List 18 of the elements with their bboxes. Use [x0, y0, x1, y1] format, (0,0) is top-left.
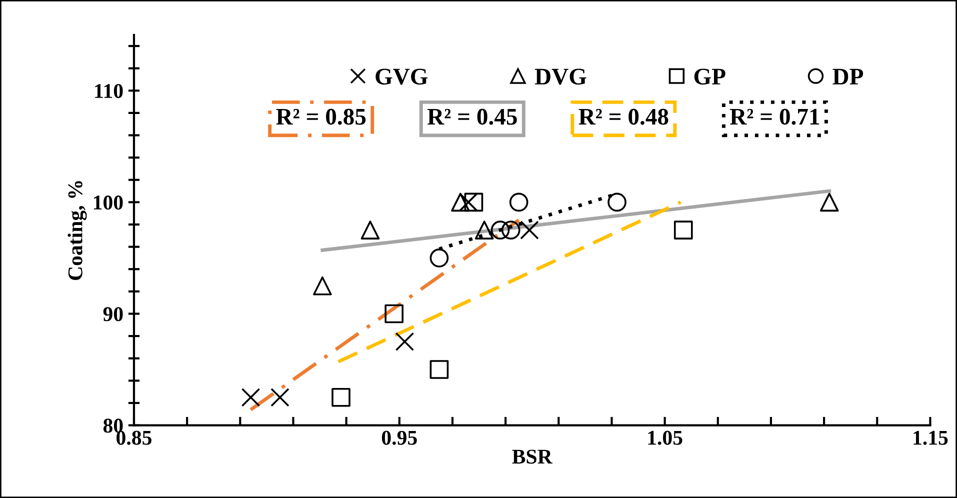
- x-tick-label: 0.95: [382, 430, 417, 445]
- y-tick-label: 110: [95, 84, 123, 98]
- y-tick-label: 80: [103, 418, 123, 433]
- legend-label: GP: [694, 68, 726, 85]
- legend-label: DP: [832, 68, 864, 84]
- y-tick-label: 90: [103, 307, 123, 322]
- x-tick-label: 1.05: [648, 430, 682, 445]
- legend-label: DVG: [534, 68, 586, 85]
- annotation: R² = 0.85: [276, 108, 366, 125]
- legend-label: GVG: [376, 68, 428, 85]
- y-axis-title: Coating, %: [68, 181, 87, 280]
- x-tick-label: 0.85: [116, 430, 152, 445]
- y-tick-label: 100: [94, 196, 123, 210]
- x-axis-title: BSR: [512, 450, 553, 464]
- annotation: R² = 0.71: [730, 108, 820, 125]
- annotation: R² = 0.48: [578, 108, 668, 125]
- annotation: R² = 0.45: [427, 108, 517, 125]
- x-tick-label: 1.15: [914, 430, 948, 445]
